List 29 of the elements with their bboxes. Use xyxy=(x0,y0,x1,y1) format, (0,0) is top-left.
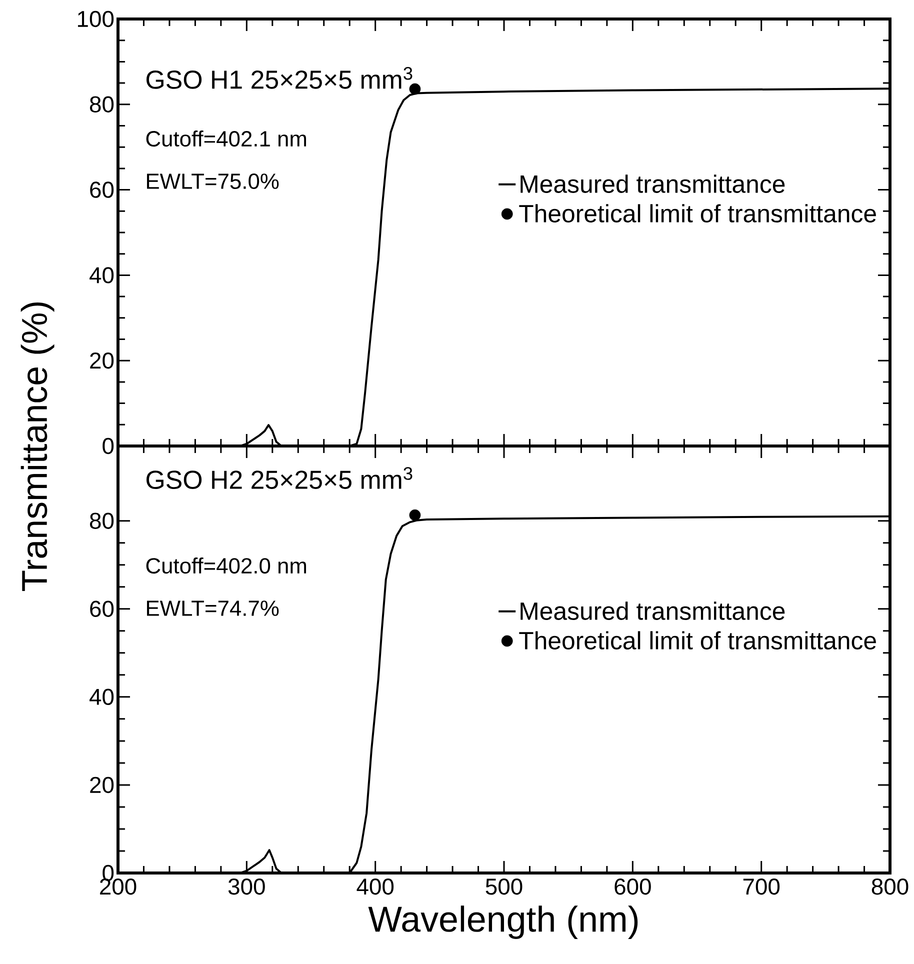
annotation: EWLT=75.0% xyxy=(147,173,279,190)
x-axis-title: Wavelength (nm) xyxy=(368,906,638,940)
annotation: Cutoff=402.0 nm xyxy=(146,558,306,574)
x-tick-label: 200 xyxy=(100,878,136,895)
legend-label: Measured transmittance xyxy=(520,174,785,193)
x-tick-label: 600 xyxy=(614,878,651,895)
x-tick-label: 400 xyxy=(356,878,394,895)
x-tick-label: 300 xyxy=(228,878,265,895)
x-tick-label: 800 xyxy=(872,878,908,895)
y-tick-label: 60 xyxy=(90,600,114,617)
y-tick-label: 100 xyxy=(78,10,114,28)
y-axis-title: Transmittance (%) xyxy=(20,302,54,591)
y-tick-label: 0 xyxy=(102,438,114,454)
y-tick-label: 60 xyxy=(90,182,114,198)
x-tick-label: 700 xyxy=(743,878,780,895)
annotation: Cutoff=402.1 nm xyxy=(146,130,306,147)
y-tick-label: 40 xyxy=(90,267,114,284)
y-tick-label: 40 xyxy=(90,688,114,706)
x-tick-label: 500 xyxy=(486,878,522,895)
annotation: EWLT=74.7% xyxy=(147,600,279,616)
legend-label: Theoretical limit of transmittance xyxy=(519,204,876,222)
legend-label: Measured transmittance xyxy=(520,602,785,620)
y-tick-label: 20 xyxy=(90,352,114,369)
annotation: GSO H2 25×25×5 mm$^{3}$ xyxy=(146,467,412,489)
legend-label: Theoretical limit of transmittance xyxy=(519,631,876,650)
y-tick-label: 20 xyxy=(90,776,114,794)
y-tick-label: 80 xyxy=(90,512,114,529)
y-tick-label: 80 xyxy=(90,96,114,112)
annotation: GSO H1 25×25×5 mm$^{3}$ xyxy=(146,66,412,89)
